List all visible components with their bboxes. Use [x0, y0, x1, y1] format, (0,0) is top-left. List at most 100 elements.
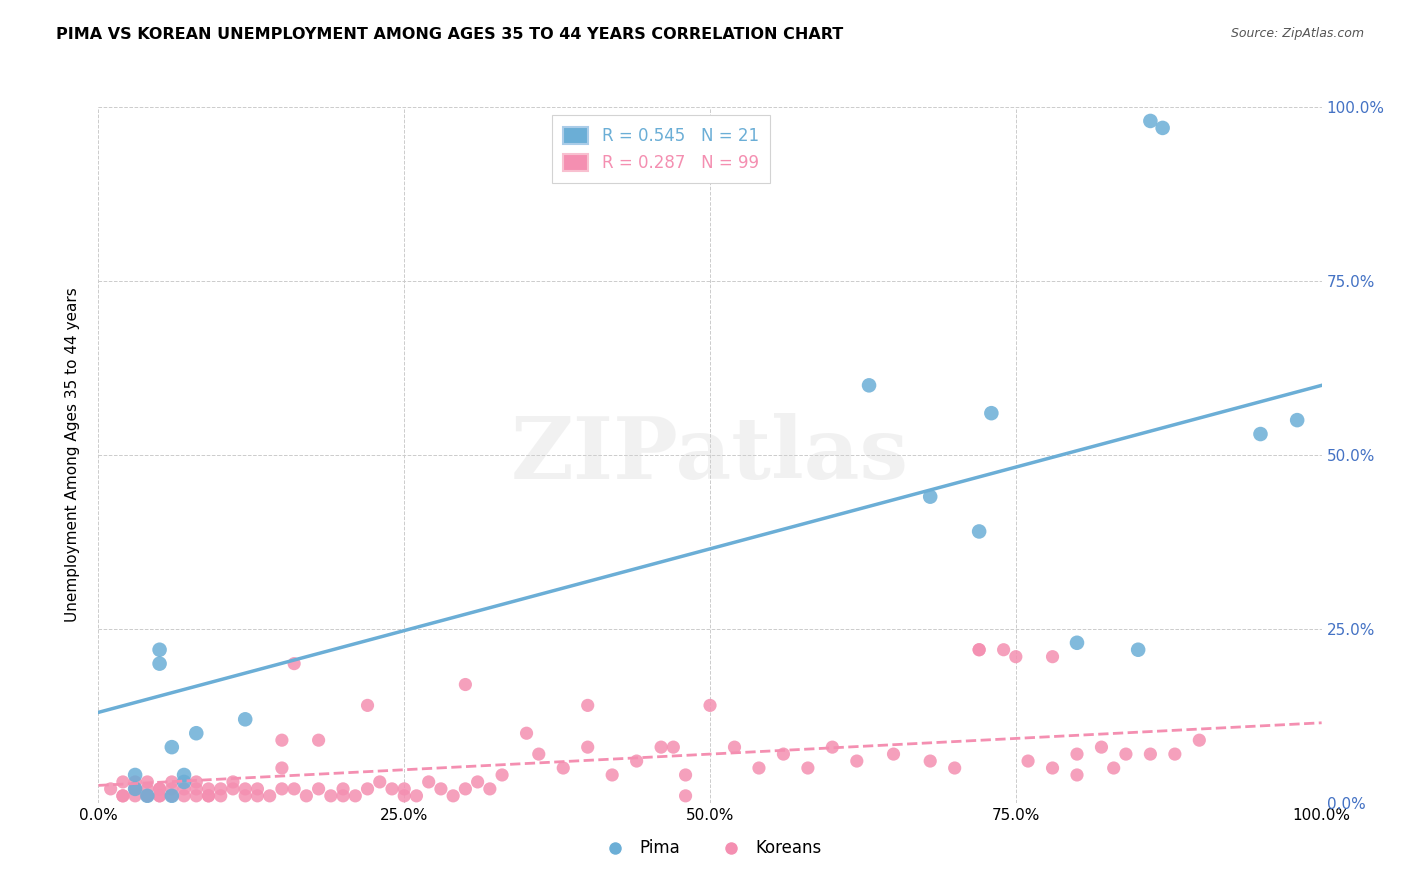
Point — [1042, 649, 1064, 664]
Point — [576, 698, 599, 713]
Point — [576, 740, 599, 755]
Point — [295, 789, 318, 803]
Point — [1042, 761, 1064, 775]
Point — [748, 761, 770, 775]
Point — [967, 642, 990, 657]
Point — [515, 726, 537, 740]
Point — [136, 789, 159, 803]
Point — [392, 789, 416, 803]
Point — [173, 781, 195, 796]
Point — [845, 754, 868, 768]
Point — [233, 781, 256, 796]
Point — [308, 733, 330, 747]
Point — [111, 789, 134, 803]
Point — [1102, 761, 1125, 775]
Legend: Pima, Koreans: Pima, Koreans — [592, 833, 828, 864]
Point — [124, 781, 146, 796]
Point — [100, 781, 122, 796]
Point — [441, 789, 464, 803]
Point — [270, 733, 294, 747]
Point — [920, 490, 942, 504]
Point — [136, 789, 159, 803]
Point — [149, 789, 172, 803]
Text: PIMA VS KOREAN UNEMPLOYMENT AMONG AGES 35 TO 44 YEARS CORRELATION CHART: PIMA VS KOREAN UNEMPLOYMENT AMONG AGES 3… — [56, 27, 844, 42]
Point — [160, 781, 183, 796]
Point — [467, 775, 489, 789]
Point — [344, 789, 367, 803]
Point — [920, 754, 942, 768]
Point — [124, 781, 146, 796]
Point — [246, 789, 269, 803]
Point — [454, 677, 477, 691]
Point — [136, 781, 159, 796]
Y-axis label: Unemployment Among Ages 35 to 44 years: Unemployment Among Ages 35 to 44 years — [65, 287, 80, 623]
Point — [233, 789, 256, 803]
Point — [993, 642, 1015, 657]
Point — [209, 789, 232, 803]
Point — [797, 761, 820, 775]
Point — [1090, 740, 1112, 755]
Point — [662, 740, 685, 755]
Point — [392, 781, 416, 796]
Point — [405, 789, 427, 803]
Point — [1286, 413, 1309, 427]
Point — [136, 789, 159, 803]
Point — [1066, 747, 1088, 761]
Point — [491, 768, 513, 782]
Point — [675, 789, 697, 803]
Point — [186, 726, 208, 740]
Point — [149, 642, 172, 657]
Text: Source: ZipAtlas.com: Source: ZipAtlas.com — [1230, 27, 1364, 40]
Point — [160, 775, 183, 789]
Point — [149, 789, 172, 803]
Point — [1249, 427, 1271, 442]
Point — [1164, 747, 1187, 761]
Point — [650, 740, 672, 755]
Point — [160, 789, 183, 803]
Point — [1066, 636, 1088, 650]
Point — [197, 789, 219, 803]
Point — [1152, 120, 1174, 135]
Point — [149, 781, 172, 796]
Point — [283, 781, 305, 796]
Point — [1188, 733, 1211, 747]
Point — [527, 747, 550, 761]
Point — [368, 775, 391, 789]
Point — [381, 781, 404, 796]
Point — [430, 781, 453, 796]
Point — [270, 781, 294, 796]
Point — [699, 698, 721, 713]
Point — [233, 712, 256, 726]
Point — [418, 775, 440, 789]
Point — [124, 781, 146, 796]
Point — [356, 698, 378, 713]
Point — [186, 775, 208, 789]
Point — [111, 789, 134, 803]
Point — [124, 768, 146, 782]
Point — [772, 747, 794, 761]
Point — [600, 768, 623, 782]
Point — [1139, 114, 1161, 128]
Point — [136, 775, 159, 789]
Point — [173, 768, 195, 782]
Point — [821, 740, 844, 755]
Point — [332, 781, 354, 796]
Point — [283, 657, 305, 671]
Point — [980, 406, 1002, 420]
Point — [160, 789, 183, 803]
Point — [1066, 768, 1088, 782]
Point — [454, 781, 477, 796]
Point — [222, 775, 245, 789]
Point — [149, 781, 172, 796]
Point — [1115, 747, 1137, 761]
Point — [259, 789, 281, 803]
Point — [1017, 754, 1039, 768]
Point — [124, 789, 146, 803]
Point — [308, 781, 330, 796]
Point — [332, 789, 354, 803]
Point — [173, 789, 195, 803]
Point — [356, 781, 378, 796]
Point — [858, 378, 880, 392]
Point — [173, 775, 195, 789]
Point — [209, 781, 232, 796]
